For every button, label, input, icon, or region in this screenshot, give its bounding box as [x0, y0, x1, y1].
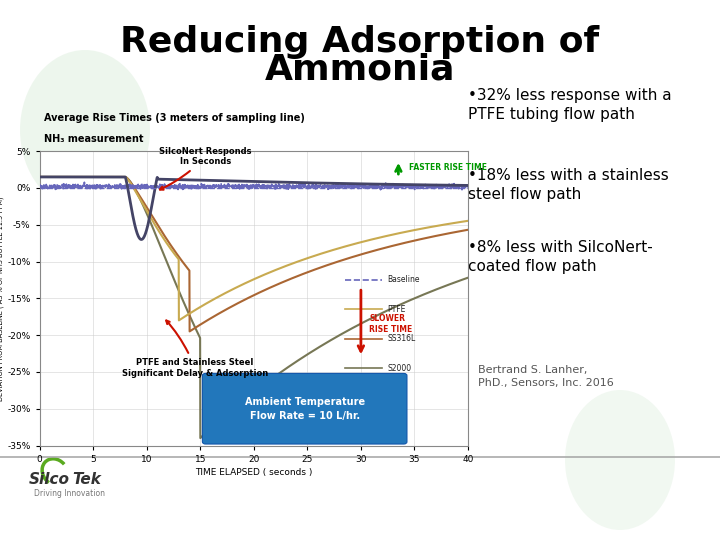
Text: SilcoNert Responds
In Seconds: SilcoNert Responds In Seconds: [159, 147, 252, 190]
Text: S2000: S2000: [387, 364, 412, 373]
Text: Ammonia: Ammonia: [265, 52, 455, 86]
X-axis label: TIME ELAPSED ( seconds ): TIME ELAPSED ( seconds ): [195, 468, 312, 477]
Ellipse shape: [20, 50, 150, 210]
Text: FASTER RISE TIME: FASTER RISE TIME: [409, 163, 487, 172]
Text: SLOWER
RISE TIME: SLOWER RISE TIME: [369, 314, 413, 334]
Text: •18% less with a stainless
steel flow path: •18% less with a stainless steel flow pa…: [468, 168, 669, 201]
Y-axis label: DEVIATION FROM BASELINE ( AS % OF NH3 BOTTLE 11.5 PPM): DEVIATION FROM BASELINE ( AS % OF NH3 BO…: [0, 196, 4, 401]
Text: Silco: Silco: [29, 472, 70, 488]
Text: PTFE and Stainless Steel
Significant Delay & Adsorption: PTFE and Stainless Steel Significant Del…: [122, 321, 268, 377]
Text: Ambient Temperature
Flow Rate = 10 L/hr.: Ambient Temperature Flow Rate = 10 L/hr.: [245, 397, 365, 421]
Text: •32% less response with a
PTFE tubing flow path: •32% less response with a PTFE tubing fl…: [468, 88, 672, 122]
Text: NH₃ measurement: NH₃ measurement: [44, 133, 143, 144]
FancyBboxPatch shape: [202, 373, 407, 444]
Text: Driving Innovation: Driving Innovation: [35, 489, 106, 498]
Text: Baseline: Baseline: [387, 275, 420, 285]
Text: Tek: Tek: [72, 472, 101, 488]
Text: SS316L: SS316L: [387, 334, 416, 343]
Ellipse shape: [565, 390, 675, 530]
Text: Reducing Adsorption of: Reducing Adsorption of: [120, 25, 600, 59]
Text: PTFE: PTFE: [387, 305, 406, 314]
Text: Average Rise Times (3 meters of sampling line): Average Rise Times (3 meters of sampling…: [44, 113, 305, 123]
Text: •8% less with SilcoNert-
coated flow path: •8% less with SilcoNert- coated flow pat…: [468, 240, 653, 274]
Text: Bertrand S. Lanher,
PhD., Sensors, Inc. 2016: Bertrand S. Lanher, PhD., Sensors, Inc. …: [478, 365, 613, 388]
